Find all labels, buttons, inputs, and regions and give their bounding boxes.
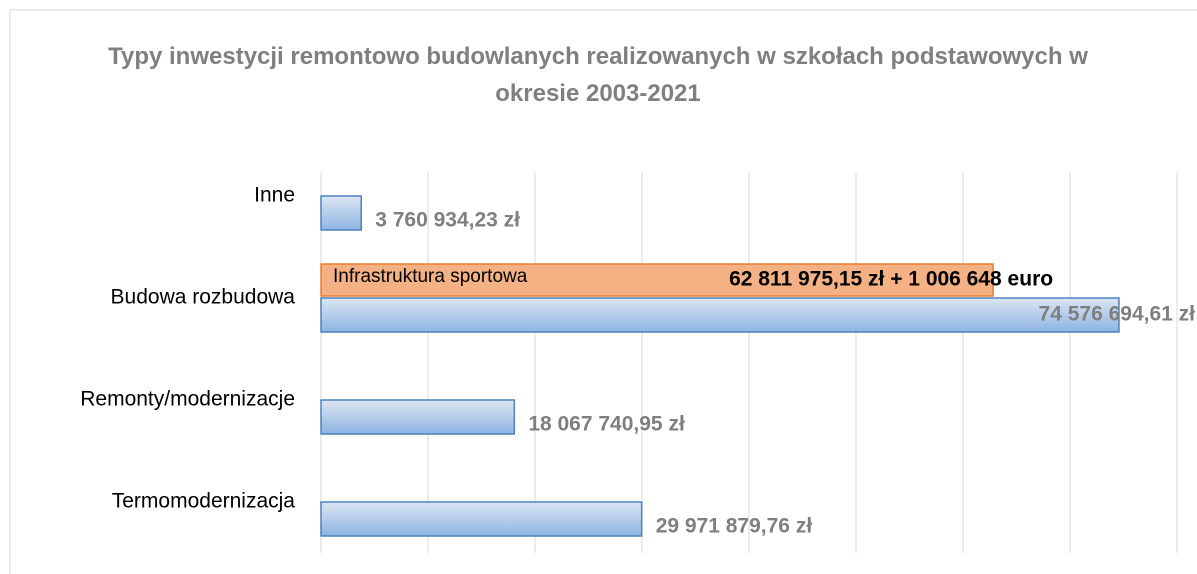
bar [320,195,362,231]
y-tick-label: Termomodernizacja [112,490,296,513]
series-label: Infrastruktura sportowa [333,266,528,287]
data-label: 3 760 934,23 zł [375,209,520,232]
bar [320,297,1120,333]
data-label: 18 067 740,95 zł [528,413,685,436]
data-label: 29 971 879,76 zł [656,515,813,538]
chart-border [9,9,1197,574]
y-tick-label: Remonty/modernizacje [80,388,295,411]
data-label: 62 811 975,15 zł + 1 006 648 euro [729,268,1053,291]
data-label: 74 576 694,61 zł [1039,303,1196,326]
y-tick-label: Inne [254,184,295,207]
chart-title: Typy inwestycji remontowo budowlanych re… [108,43,1088,107]
y-tick-label: Budowa rozbudowa [111,286,296,309]
bar [320,501,643,537]
bar [320,263,994,297]
bar [320,399,516,435]
